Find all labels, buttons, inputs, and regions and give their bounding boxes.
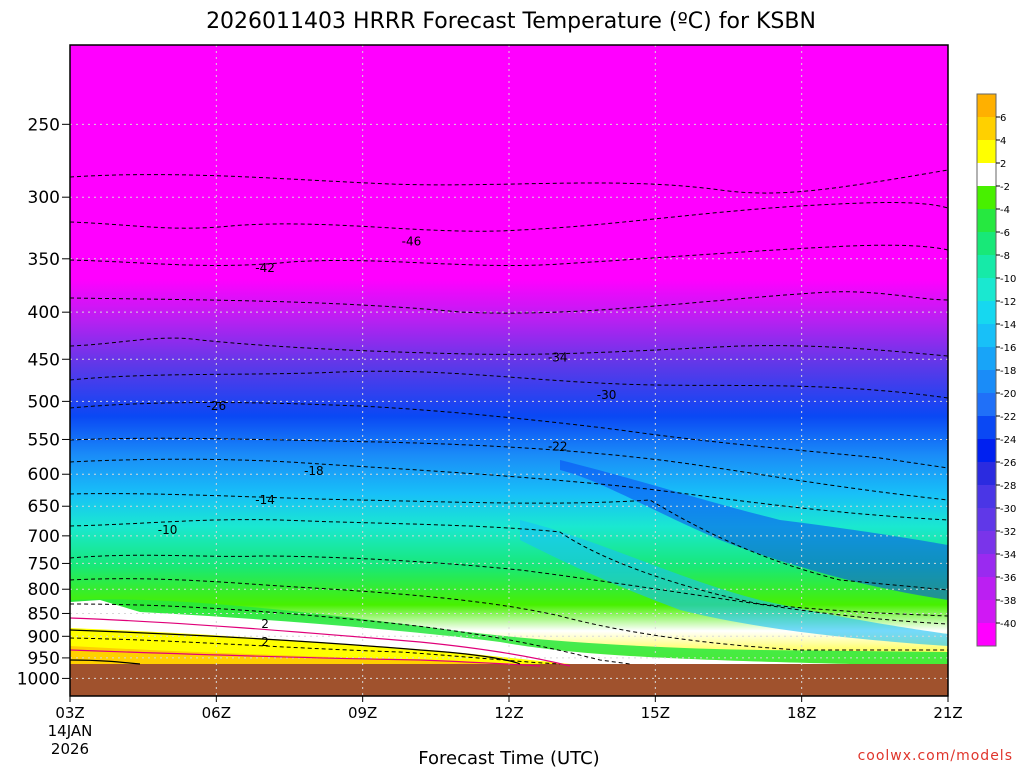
y-tick-label: 1000: [17, 669, 60, 689]
contour-labels: -46 -42 -34 -30 -26 -22 -18 -14 -10 2 2: [158, 234, 617, 649]
x-tick-label: 18Z: [787, 704, 816, 722]
contour-label: -22: [548, 440, 568, 454]
chart-title: 2026011403 HRRR Forecast Temperature (ºC…: [206, 9, 816, 34]
colorbar-swatch: [977, 370, 996, 394]
colorbar-label: -18: [1000, 366, 1016, 377]
contour-label: -14: [255, 493, 275, 507]
colorbar-label: -2: [1000, 182, 1010, 193]
y-tick-label: 700: [28, 527, 60, 547]
y-tick-label: 250: [28, 115, 60, 135]
y-tick-label: 500: [28, 392, 60, 412]
contour-label: 2: [261, 617, 269, 631]
colorbar-label: -16: [1000, 343, 1016, 354]
low-level-contours: [70, 629, 521, 665]
y-tick-label: 950: [28, 649, 60, 669]
credit-text: coolwx.com/models: [858, 748, 1013, 764]
colorbar-swatch: [977, 117, 996, 141]
y-tick-label: 750: [28, 554, 60, 574]
contour-label: -26: [207, 399, 227, 413]
colorbar-label: 4: [1000, 136, 1006, 147]
colorbar-label: 6: [1000, 113, 1006, 124]
grid-lines: [70, 45, 948, 696]
colorbar-swatch: [977, 462, 996, 486]
contour-label: -30: [597, 388, 617, 402]
colorbar-label: -30: [1000, 504, 1016, 515]
y-tick-label: 850: [28, 604, 60, 624]
colorbar-label: -8: [1000, 251, 1010, 262]
colorbar-label: -26: [1000, 458, 1016, 469]
y-tick-label: 600: [28, 465, 60, 485]
colorbar-label: -32: [1000, 527, 1016, 538]
colorbar-label: -14: [1000, 320, 1016, 331]
colorbar-label: -12: [1000, 297, 1016, 308]
colorbar-swatch: [977, 393, 996, 417]
colorbar-swatch: [977, 232, 996, 256]
colorbar-label: -22: [1000, 412, 1016, 423]
y-tick-label: 800: [28, 580, 60, 600]
colorbar-label: -40: [1000, 619, 1016, 630]
x-tick-label: 09Z: [348, 704, 377, 722]
x-tick-label: 06Z: [202, 704, 231, 722]
y-axis: 250 300 350 400 450 500 550 600 650 700 750 800 850 9…: [17, 115, 70, 689]
colorbar-swatch: [977, 439, 996, 463]
colorbar-swatch: [977, 209, 996, 233]
contour-label: -42: [255, 261, 275, 275]
contour-label: -34: [548, 350, 568, 364]
x-tick-label: 12Z: [494, 704, 523, 722]
y-tick-label: 350: [28, 250, 60, 270]
freezing-lines: [70, 617, 571, 667]
colorbar-swatch: [977, 186, 996, 210]
colorbar-swatch: [977, 577, 996, 601]
colorbar-label: -6: [1000, 228, 1010, 239]
contour-label: 2: [261, 635, 269, 649]
x-date-label: 14JAN: [48, 722, 93, 740]
colorbar-swatch: [977, 508, 996, 532]
colorbar-swatch: [977, 416, 996, 440]
colorbar-label: -38: [1000, 596, 1016, 607]
colorbar-swatch: [977, 324, 996, 348]
colorbar-label: -4: [1000, 205, 1010, 216]
colorbar-swatch: [977, 140, 996, 164]
colorbar-swatch: [977, 485, 996, 509]
y-tick-label: 650: [28, 497, 60, 517]
x-tick-label: 15Z: [641, 704, 670, 722]
contour-lines: [70, 169, 948, 665]
colorbar-swatch: [977, 531, 996, 555]
ground: [70, 664, 948, 696]
colorbar-swatch: [977, 600, 996, 624]
colorbar-swatch: [977, 255, 996, 279]
colorbar-swatch: [977, 163, 996, 187]
colorbar-label: -34: [1000, 550, 1016, 561]
colorbar-swatch: [977, 301, 996, 325]
plot-area: [70, 45, 948, 696]
colorbar-label: -20: [1000, 389, 1016, 400]
colorbar-swatch: [977, 347, 996, 371]
colorbar-swatch: [977, 554, 996, 578]
colorbar-label: 2: [1000, 159, 1006, 170]
y-tick-label: 300: [28, 188, 60, 208]
y-tick-label: 400: [28, 303, 60, 323]
x-date-label: 2026: [51, 740, 89, 758]
colorbar-label: -36: [1000, 573, 1016, 584]
colorbar-swatch: [977, 278, 996, 302]
colorbar: 6 4 2 -2 -4 -6 -8 -10 -12 -14 -16 -18 -20 -22 -24 -26 -2…: [976, 93, 1016, 647]
contour-label: -18: [304, 464, 324, 478]
colorbar-label: -10: [1000, 274, 1016, 285]
y-tick-label: 900: [28, 627, 60, 647]
y-tick-label: 550: [28, 430, 60, 450]
colorbar-swatch: [977, 94, 996, 118]
x-tick-label: 03Z: [55, 704, 84, 722]
y-tick-label: 450: [28, 350, 60, 370]
x-axis-title: Forecast Time (UTC): [418, 748, 599, 768]
contour-label: -10: [158, 523, 178, 537]
x-tick-label: 21Z: [933, 704, 962, 722]
contour-label: -46: [402, 234, 422, 248]
colorbar-label: -28: [1000, 481, 1016, 492]
colorbar-swatch: [977, 623, 996, 647]
colorbar-label: -24: [1000, 435, 1016, 446]
